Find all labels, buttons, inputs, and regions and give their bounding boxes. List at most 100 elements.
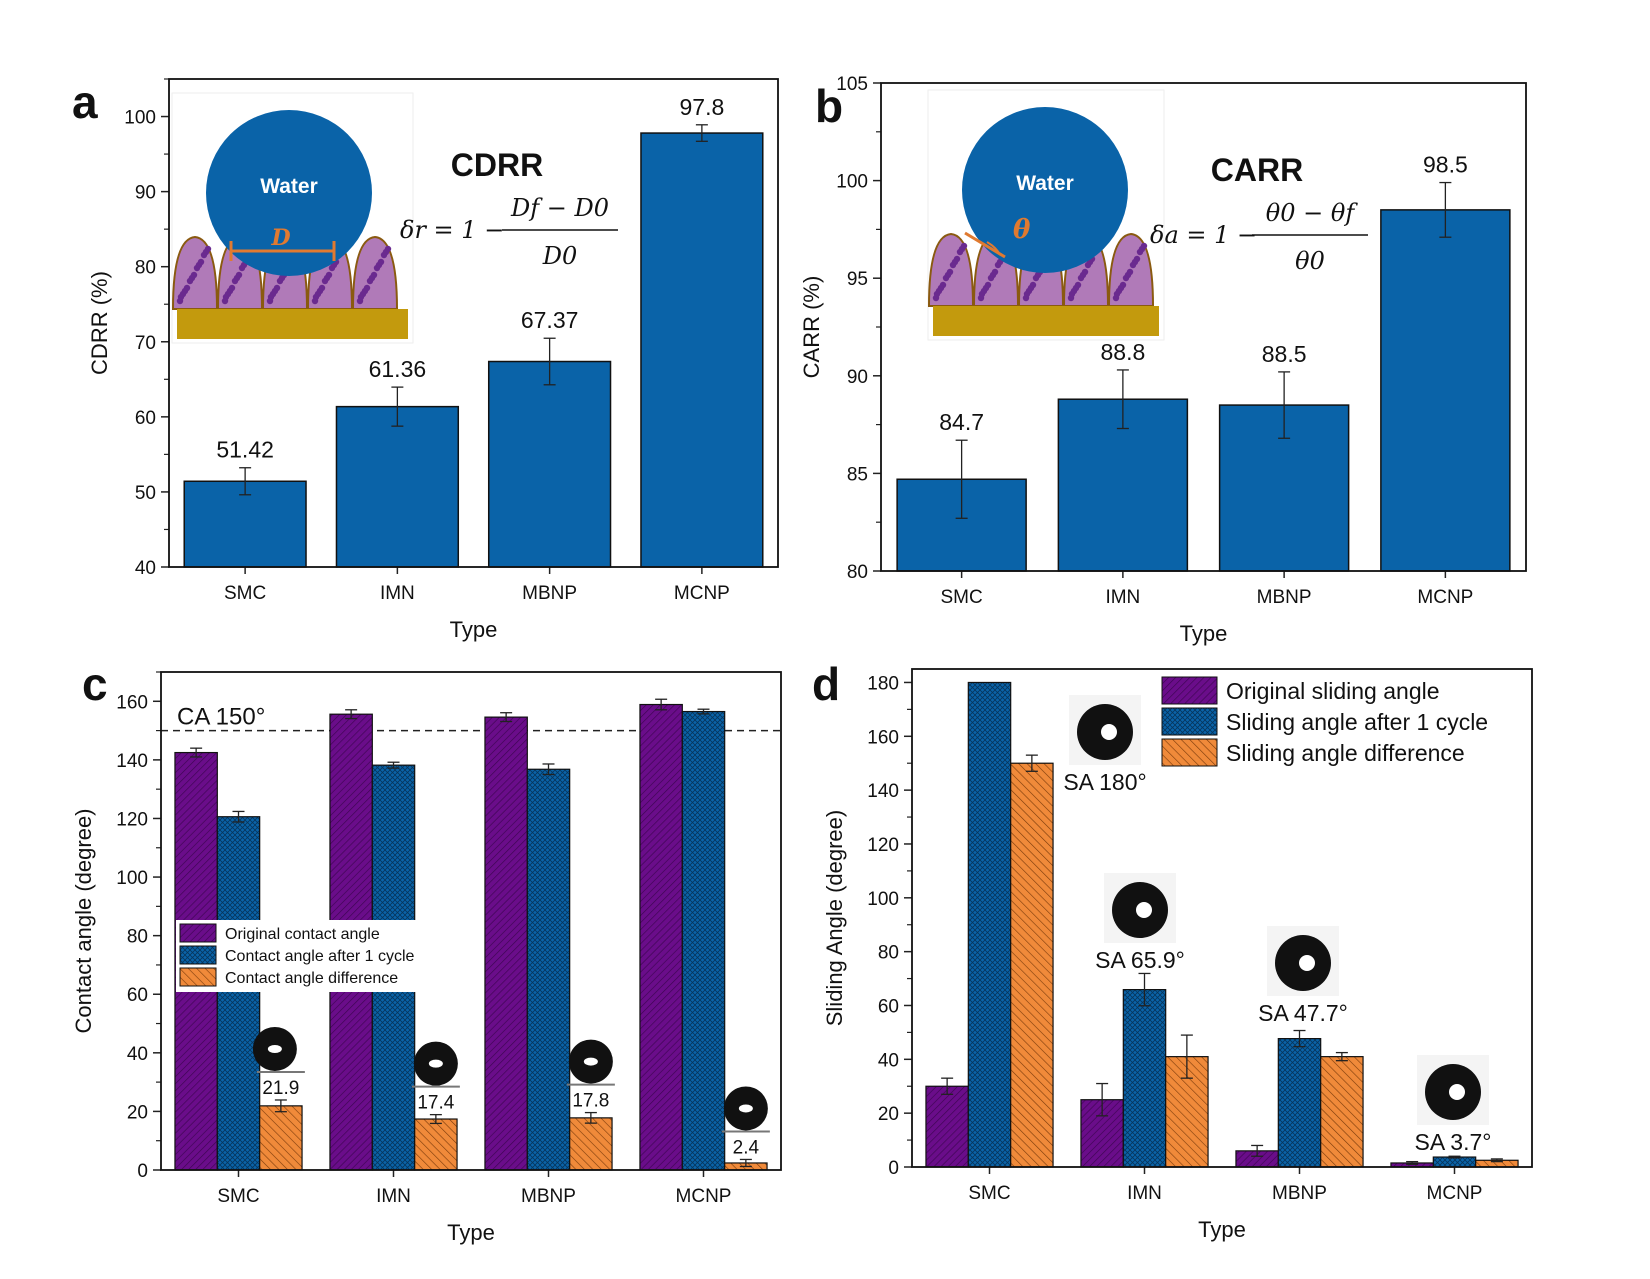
inset-title: CDRR (451, 147, 543, 183)
panel-letter: a (72, 76, 98, 128)
bar-orange (569, 1117, 613, 1171)
inset-title: CARR (1211, 152, 1303, 188)
nanoparticle (267, 293, 275, 301)
x-tick-label: IMN (380, 583, 415, 604)
legend-label: Sliding angle after 1 cycle (1226, 709, 1488, 735)
bar-purple (925, 1085, 969, 1168)
y-tick-label: 90 (135, 183, 156, 204)
y-axis-title: Contact angle (degree) (71, 808, 96, 1033)
nanoparticle (1032, 274, 1040, 282)
bar-blue (216, 816, 261, 1171)
nanoparticle (200, 251, 208, 259)
x-axis-title: Type (1180, 621, 1228, 646)
droplet-label: Water (1016, 172, 1074, 195)
data-label: 84.7 (939, 409, 984, 435)
annotation-label: SA 3.7° (1415, 1129, 1492, 1155)
y-tick-label: 95 (847, 269, 868, 290)
data-label: 61.36 (369, 356, 427, 382)
dimension-label: θ (1013, 215, 1031, 245)
x-tick-label: MBNP (1272, 1183, 1327, 1204)
x-tick-label: SMC (217, 1186, 259, 1207)
data-label: 21.9 (262, 1078, 299, 1099)
x-axis-title: Type (450, 617, 498, 642)
x-tick-label: SMC (968, 1183, 1010, 1204)
y-tick-label: 140 (116, 751, 148, 772)
bar-purple (639, 703, 683, 1171)
x-tick-label: MCNP (1417, 587, 1473, 608)
bar (640, 132, 764, 568)
nanoparticle (312, 293, 320, 301)
reference-line-label: CA 150° (177, 704, 265, 731)
nanoparticle (1068, 290, 1076, 298)
nanoparticle (373, 264, 381, 272)
formula-denominator: θ0 (1295, 247, 1325, 275)
substrate (177, 309, 408, 339)
droplet-highlight (1101, 724, 1117, 740)
annotation-label: SA 180° (1063, 769, 1146, 795)
nanoparticle (357, 293, 365, 301)
legend-label: Contact angle after 1 cycle (225, 948, 415, 965)
bar-orange (1010, 762, 1054, 1168)
y-tick-label: 0 (137, 1161, 148, 1182)
droplet-highlight (428, 1059, 443, 1068)
legend-swatch (179, 923, 217, 943)
panel-letter: b (815, 80, 843, 132)
nanoparticle (1129, 261, 1137, 269)
bar (335, 405, 460, 568)
nanoparticle (1122, 274, 1130, 282)
legend-label: Contact angle difference (225, 970, 398, 987)
data-label: 88.5 (1262, 341, 1307, 367)
droplet-highlight (738, 1104, 753, 1113)
nanoparticle (177, 293, 185, 301)
nanoparticle (933, 290, 941, 298)
formula-numerator: Df − D0 (510, 194, 609, 222)
bar (487, 360, 612, 568)
nanoparticle (942, 274, 950, 282)
y-tick-label: 80 (135, 258, 156, 279)
legend-swatch (1161, 676, 1218, 705)
y-tick-label: 0 (888, 1158, 899, 1179)
legend-swatch (179, 967, 217, 987)
legend-swatch (1161, 738, 1218, 767)
legend-label: Original contact angle (225, 926, 380, 943)
x-tick-label: SMC (224, 583, 266, 604)
y-tick-label: 120 (867, 835, 899, 856)
legend-label: Original sliding angle (1226, 678, 1440, 704)
nanoparticle (366, 277, 374, 285)
y-tick-label: 100 (836, 172, 868, 193)
nanoparticle (238, 264, 246, 272)
x-tick-label: SMC (941, 587, 983, 608)
x-tick-label: MCNP (1427, 1183, 1483, 1204)
legend-label: Sliding angle difference (1226, 740, 1465, 766)
nanoparticle (994, 261, 1002, 269)
y-tick-label: 40 (135, 558, 156, 579)
nanoparticle (186, 277, 194, 285)
bar-orange (259, 1105, 303, 1171)
bar-orange (1320, 1056, 1364, 1168)
y-tick-label: 80 (127, 927, 148, 948)
nanoparticle (949, 261, 957, 269)
y-axis-title: Sliding Angle (degree) (822, 810, 847, 1026)
nanoparticle (978, 290, 986, 298)
y-tick-label: 80 (847, 562, 868, 583)
y-tick-label: 40 (878, 1050, 899, 1071)
data-label: 17.4 (417, 1093, 454, 1114)
schematic-inset: Water θ (927, 89, 1165, 341)
bar-orange (414, 1118, 458, 1171)
schematic-inset: Water D (171, 92, 414, 344)
panel-b: b 80 85 90 95 100 105 SMC IMN MBNP MCNP Type CARR (%… (799, 74, 1527, 646)
bar-blue (1432, 1156, 1477, 1168)
water-droplet-icon (962, 107, 1128, 273)
bar-blue (526, 768, 571, 1171)
y-tick-label: 180 (867, 673, 899, 694)
panel-d: d 0 20 40 60 80 100 120 140 160 180 SMC IMN MBNP MCNP T… (812, 658, 1533, 1242)
formula-lhs: δr = 1 − (400, 216, 504, 244)
plot-frame (160, 671, 782, 1171)
panel-a: a 40 50 60 70 80 90 100 SMC IMN MBNP MCNP Type CDRR (… (72, 76, 779, 642)
bar (1380, 209, 1511, 572)
data-label: 51.42 (216, 437, 274, 463)
x-tick-label: MBNP (521, 1186, 576, 1207)
nanoparticle (193, 264, 201, 272)
x-tick-label: MCNP (674, 583, 730, 604)
